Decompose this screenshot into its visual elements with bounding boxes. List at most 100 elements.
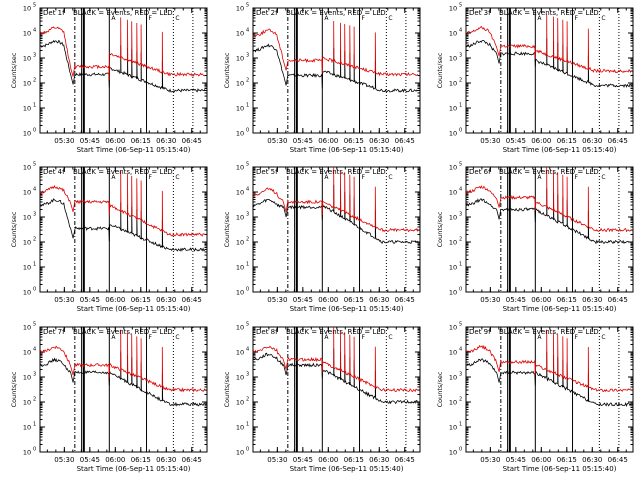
y-tick-label: 10 xyxy=(449,164,457,172)
x-tick-label: 06:15 xyxy=(131,456,151,464)
x-tick-label: 05:30 xyxy=(54,137,74,145)
plot-frame xyxy=(39,326,208,453)
y-tick-label: 10 xyxy=(23,239,31,247)
y-tick-exponent: 2 xyxy=(33,237,36,243)
marker-flag-letter: A xyxy=(111,334,116,341)
panel-legend-text: BLACK = Events, RED = LLD xyxy=(499,328,599,336)
x-tick-label: 06:45 xyxy=(182,456,202,464)
y-tick-exponent: 4 xyxy=(33,28,36,34)
x-axis-label: Start Time (06-Sep-11 05:15:40) xyxy=(290,305,404,313)
x-tick-label: 05:45 xyxy=(80,137,100,145)
panel-legend-text: BLACK = Events, RED = LLD xyxy=(73,9,173,17)
marker-flag-letter: F xyxy=(575,334,579,341)
x-tick-label: 05:30 xyxy=(480,456,500,464)
x-tick-label: 06:00 xyxy=(318,296,338,304)
y-tick-exponent: 2 xyxy=(459,78,462,84)
x-tick-label: 06:30 xyxy=(156,456,176,464)
events-series-line xyxy=(465,188,632,245)
y-tick-label: 10 xyxy=(23,55,31,63)
panel-legend-text: BLACK = Events, RED = LLD xyxy=(286,168,386,176)
y-tick-exponent: 4 xyxy=(459,28,462,34)
y-axis-label: Counts/sec xyxy=(10,52,18,88)
y-axis-label: Counts/sec xyxy=(436,52,444,88)
y-tick-label: 10 xyxy=(449,214,457,222)
x-tick-label: 05:45 xyxy=(293,456,313,464)
y-tick-exponent: 0 xyxy=(246,447,249,453)
y-tick-label: 10 xyxy=(23,80,31,88)
y-tick-exponent: 4 xyxy=(459,347,462,353)
x-tick-label: 06:45 xyxy=(395,137,415,145)
lld-series-line xyxy=(39,17,205,80)
events-series-line xyxy=(39,39,206,93)
x-tick-label: 06:30 xyxy=(582,296,602,304)
y-tick-label: 10 xyxy=(449,424,457,432)
x-tick-label: 05:30 xyxy=(267,296,287,304)
panel-title: Det 7f xyxy=(43,328,65,336)
marker-flag-letter: A xyxy=(324,334,329,341)
lld-series-line xyxy=(252,327,418,393)
y-axis-label: Counts/sec xyxy=(436,211,444,247)
x-tick-label: 06:45 xyxy=(182,296,202,304)
marker-flag-letter: F xyxy=(575,174,579,181)
plot-frame xyxy=(465,166,634,293)
y-tick-exponent: 5 xyxy=(33,162,36,168)
y-tick-label: 10 xyxy=(23,130,31,138)
y-tick-exponent: 0 xyxy=(33,447,36,453)
y-axis-label: Counts/sec xyxy=(10,211,18,247)
plot-frame xyxy=(252,7,421,134)
events-series-line xyxy=(39,198,206,252)
y-tick-label: 10 xyxy=(449,130,457,138)
y-tick-label: 10 xyxy=(236,164,244,172)
y-tick-exponent: 5 xyxy=(33,322,36,328)
x-axis-label: Start Time (06-Sep-11 05:15:40) xyxy=(77,465,191,473)
y-tick-label: 10 xyxy=(23,449,31,457)
y-tick-exponent: 3 xyxy=(459,53,462,59)
y-tick-label: 10 xyxy=(236,349,244,357)
panel-title: Det 9f xyxy=(469,328,491,336)
y-tick-exponent: 4 xyxy=(33,347,36,353)
y-tick-label: 10 xyxy=(449,374,457,382)
x-tick-label: 05:30 xyxy=(54,456,74,464)
x-axis-label: Start Time (06-Sep-11 05:15:40) xyxy=(77,305,191,313)
marker-flag-letter: A xyxy=(324,15,329,22)
y-tick-label: 10 xyxy=(449,324,457,332)
x-tick-label: 06:15 xyxy=(557,137,577,145)
y-tick-exponent: 5 xyxy=(459,322,462,328)
y-tick-label: 10 xyxy=(23,264,31,272)
marker-flag-letter: F xyxy=(149,174,153,181)
y-axis-label: Counts/sec xyxy=(10,371,18,407)
y-tick-label: 10 xyxy=(236,130,244,138)
y-tick-exponent: 1 xyxy=(246,422,249,428)
lld-series-line xyxy=(465,14,632,74)
lld-series-line xyxy=(465,167,632,233)
marker-flag-letter: C xyxy=(601,15,605,22)
y-tick-label: 10 xyxy=(236,189,244,197)
y-tick-label: 10 xyxy=(449,30,457,38)
y-tick-label: 10 xyxy=(236,105,244,113)
y-tick-exponent: 5 xyxy=(246,3,249,9)
x-tick-label: 06:45 xyxy=(608,137,628,145)
y-tick-label: 10 xyxy=(449,264,457,272)
marker-flag-letter: A xyxy=(537,174,542,181)
marker-flag-letter: C xyxy=(601,174,605,181)
lld-series-line xyxy=(39,329,206,393)
x-tick-label: 05:45 xyxy=(506,296,526,304)
y-tick-label: 10 xyxy=(23,374,31,382)
x-tick-label: 06:15 xyxy=(557,456,577,464)
y-tick-label: 10 xyxy=(236,30,244,38)
y-tick-exponent: 0 xyxy=(246,287,249,293)
x-tick-label: 06:00 xyxy=(105,137,125,145)
y-tick-label: 10 xyxy=(449,189,457,197)
x-tick-label: 06:45 xyxy=(182,137,202,145)
y-tick-exponent: 1 xyxy=(33,422,36,428)
x-axis-label: Start Time (06-Sep-11 05:15:40) xyxy=(503,146,617,154)
y-tick-label: 10 xyxy=(449,55,457,63)
y-tick-label: 10 xyxy=(23,289,31,297)
x-tick-label: 05:30 xyxy=(267,137,287,145)
y-tick-exponent: 5 xyxy=(459,3,462,9)
y-tick-label: 10 xyxy=(23,105,31,113)
